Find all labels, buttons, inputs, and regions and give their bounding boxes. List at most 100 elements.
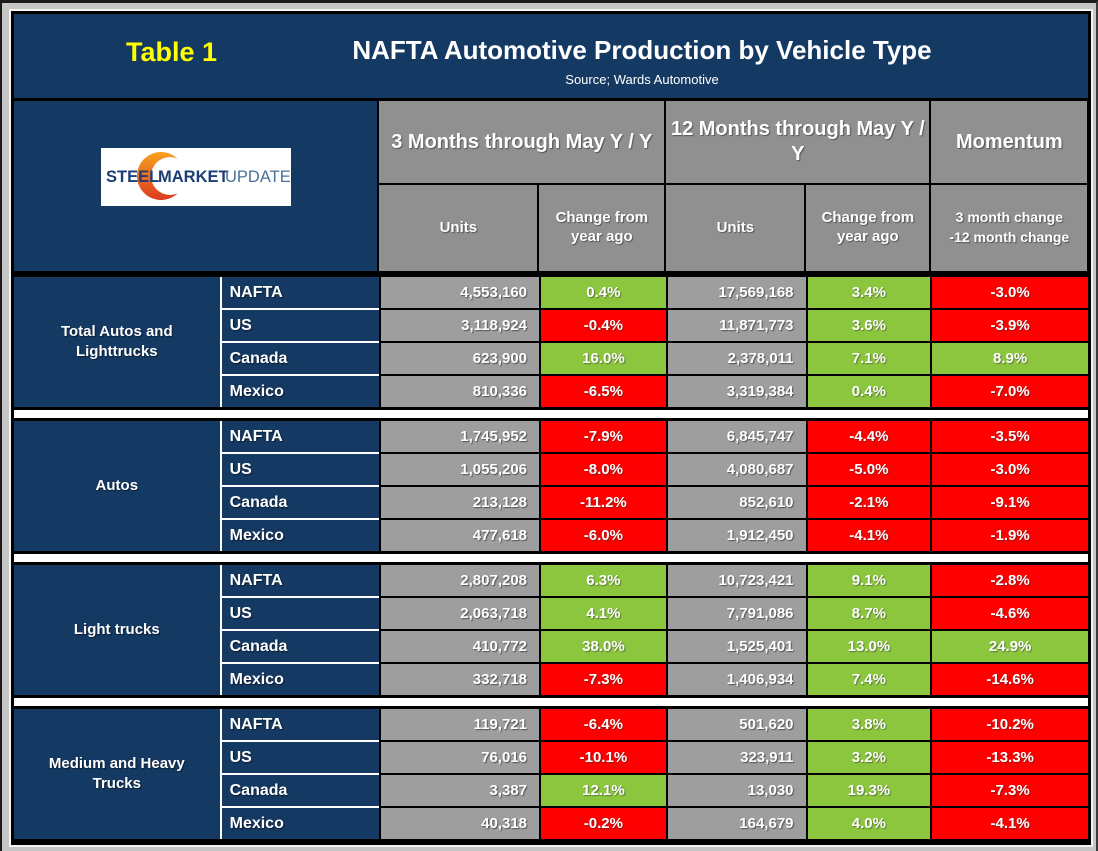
- region-cell: Canada: [221, 773, 380, 806]
- col-header-3-months: 3 Months through May Y / Y: [379, 101, 665, 183]
- momentum-cell: -2.8%: [932, 565, 1088, 596]
- divider: [14, 98, 1088, 101]
- change-3mo-cell: -6.5%: [541, 376, 666, 407]
- units-12mo-cell: 2,378,011: [667, 343, 806, 374]
- change-12mo-cell: 8.7%: [807, 598, 931, 629]
- momentum-cell: -3.0%: [932, 454, 1088, 485]
- logo-word-update: UPDATE: [225, 168, 291, 186]
- logo-word-steel: STEEL: [106, 168, 159, 186]
- momentum-cell: -7.0%: [932, 376, 1088, 407]
- table-group-medium-heavy-trucks: Medium and Heavy Trucks NAFTA US Canada …: [14, 706, 1088, 842]
- region-cell: Mexico: [221, 374, 380, 407]
- title-band: Table 1 NAFTA Automotive Production by V…: [14, 14, 1088, 98]
- units-3mo-cell: 40,318: [381, 808, 540, 839]
- momentum-cell: -1.9%: [932, 520, 1088, 551]
- change-3mo-cell: -0.2%: [541, 808, 666, 839]
- change-3mo-cell: -11.2%: [541, 487, 666, 518]
- change-3mo-cell: -6.0%: [541, 520, 666, 551]
- steel-market-update-logo: STEEL MARKET UPDATE: [100, 148, 291, 206]
- subheader-change-3mo: Change from year ago: [539, 185, 665, 271]
- change-12mo-cell: 7.4%: [807, 664, 931, 695]
- group-label: Autos: [14, 421, 220, 551]
- change-3mo-cell: -7.9%: [541, 421, 666, 452]
- change-3mo-cell: 12.1%: [541, 775, 666, 806]
- change-3mo-cell: 6.3%: [541, 565, 666, 596]
- table-group-autos: Autos NAFTA US Canada Mexico 1,745,952 1…: [14, 418, 1088, 554]
- subheader-units-12mo: Units: [666, 185, 805, 271]
- change-3mo-cell: 16.0%: [541, 343, 666, 374]
- change-3mo-cell: -0.4%: [541, 310, 666, 341]
- momentum-cell: -9.1%: [932, 487, 1088, 518]
- units-12mo-cell: 6,845,747: [667, 421, 806, 452]
- region-cell: NAFTA: [221, 277, 380, 308]
- page-title: NAFTA Automotive Production by Vehicle T…: [352, 35, 932, 65]
- momentum-cell: -13.3%: [932, 742, 1088, 773]
- group-label: Light trucks: [14, 565, 220, 695]
- region-cell: US: [221, 452, 380, 485]
- change-12mo-cell: 9.1%: [807, 565, 931, 596]
- units-3mo-cell: 410,772: [381, 631, 540, 662]
- col-header-momentum: Momentum: [931, 101, 1088, 183]
- units-12mo-cell: 501,620: [667, 709, 806, 740]
- change-12mo-cell: 13.0%: [807, 631, 931, 662]
- region-cell: NAFTA: [221, 565, 380, 596]
- momentum-cell: 24.9%: [932, 631, 1088, 662]
- units-12mo-cell: 323,911: [667, 742, 806, 773]
- units-12mo-cell: 10,723,421: [667, 565, 806, 596]
- change-12mo-cell: -4.1%: [807, 520, 931, 551]
- units-12mo-cell: 13,030: [667, 775, 806, 806]
- region-cell: NAFTA: [221, 709, 380, 740]
- change-3mo-cell: -8.0%: [541, 454, 666, 485]
- logo-word-market: MARKET: [158, 168, 229, 186]
- source-note: Source; Wards Automotive: [565, 72, 719, 87]
- region-cell: Mexico: [221, 806, 380, 839]
- units-12mo-cell: 17,569,168: [667, 277, 806, 308]
- table-group-light-trucks: Light trucks NAFTA US Canada Mexico 2,80…: [14, 562, 1088, 698]
- change-12mo-cell: 4.0%: [807, 808, 931, 839]
- momentum-cell: -10.2%: [932, 709, 1088, 740]
- units-12mo-cell: 1,525,401: [667, 631, 806, 662]
- divider: [14, 271, 1088, 274]
- units-3mo-cell: 3,118,924: [381, 310, 540, 341]
- units-12mo-cell: 3,319,384: [667, 376, 806, 407]
- region-cell: Mexico: [221, 518, 380, 551]
- region-cell: NAFTA: [221, 421, 380, 452]
- change-12mo-cell: -4.4%: [807, 421, 931, 452]
- column-headers: 3 Months through May Y / Y 12 Months thr…: [379, 101, 1088, 271]
- change-12mo-cell: 3.8%: [807, 709, 931, 740]
- region-cell: Mexico: [221, 662, 380, 695]
- region-cell: Canada: [221, 485, 380, 518]
- change-3mo-cell: 0.4%: [541, 277, 666, 308]
- region-cell: Canada: [221, 629, 380, 662]
- units-12mo-cell: 4,080,687: [667, 454, 806, 485]
- units-3mo-cell: 2,063,718: [381, 598, 540, 629]
- momentum-cell: -4.6%: [932, 598, 1088, 629]
- units-12mo-cell: 1,912,450: [667, 520, 806, 551]
- table-group-total-autos-lighttrucks: Total Autos and Lighttrucks NAFTA US Can…: [14, 274, 1088, 410]
- group-label: Medium and Heavy Trucks: [14, 709, 220, 839]
- subheader-momentum: 3 month change -12 month change: [931, 185, 1088, 271]
- col-header-12-months: 12 Months through May Y / Y: [666, 101, 930, 183]
- momentum-cell: -4.1%: [932, 808, 1088, 839]
- change-12mo-cell: 7.1%: [807, 343, 931, 374]
- momentum-cell: -3.0%: [932, 277, 1088, 308]
- units-3mo-cell: 1,055,206: [381, 454, 540, 485]
- momentum-cell: -14.6%: [932, 664, 1088, 695]
- region-cell: Canada: [221, 341, 380, 374]
- change-3mo-cell: -7.3%: [541, 664, 666, 695]
- change-12mo-cell: 0.4%: [807, 376, 931, 407]
- region-cell: US: [221, 308, 380, 341]
- units-3mo-cell: 2,807,208: [381, 565, 540, 596]
- units-3mo-cell: 1,745,952: [381, 421, 540, 452]
- units-12mo-cell: 852,610: [667, 487, 806, 518]
- table-header: STEEL MARKET UPDATE 3 Months through May…: [14, 101, 1088, 271]
- change-12mo-cell: -5.0%: [807, 454, 931, 485]
- group-label: Total Autos and Lighttrucks: [14, 277, 220, 407]
- change-12mo-cell: 3.2%: [807, 742, 931, 773]
- momentum-cell: -3.9%: [932, 310, 1088, 341]
- change-3mo-cell: 38.0%: [541, 631, 666, 662]
- units-3mo-cell: 4,553,160: [381, 277, 540, 308]
- momentum-cell: 8.9%: [932, 343, 1088, 374]
- change-12mo-cell: 3.6%: [807, 310, 931, 341]
